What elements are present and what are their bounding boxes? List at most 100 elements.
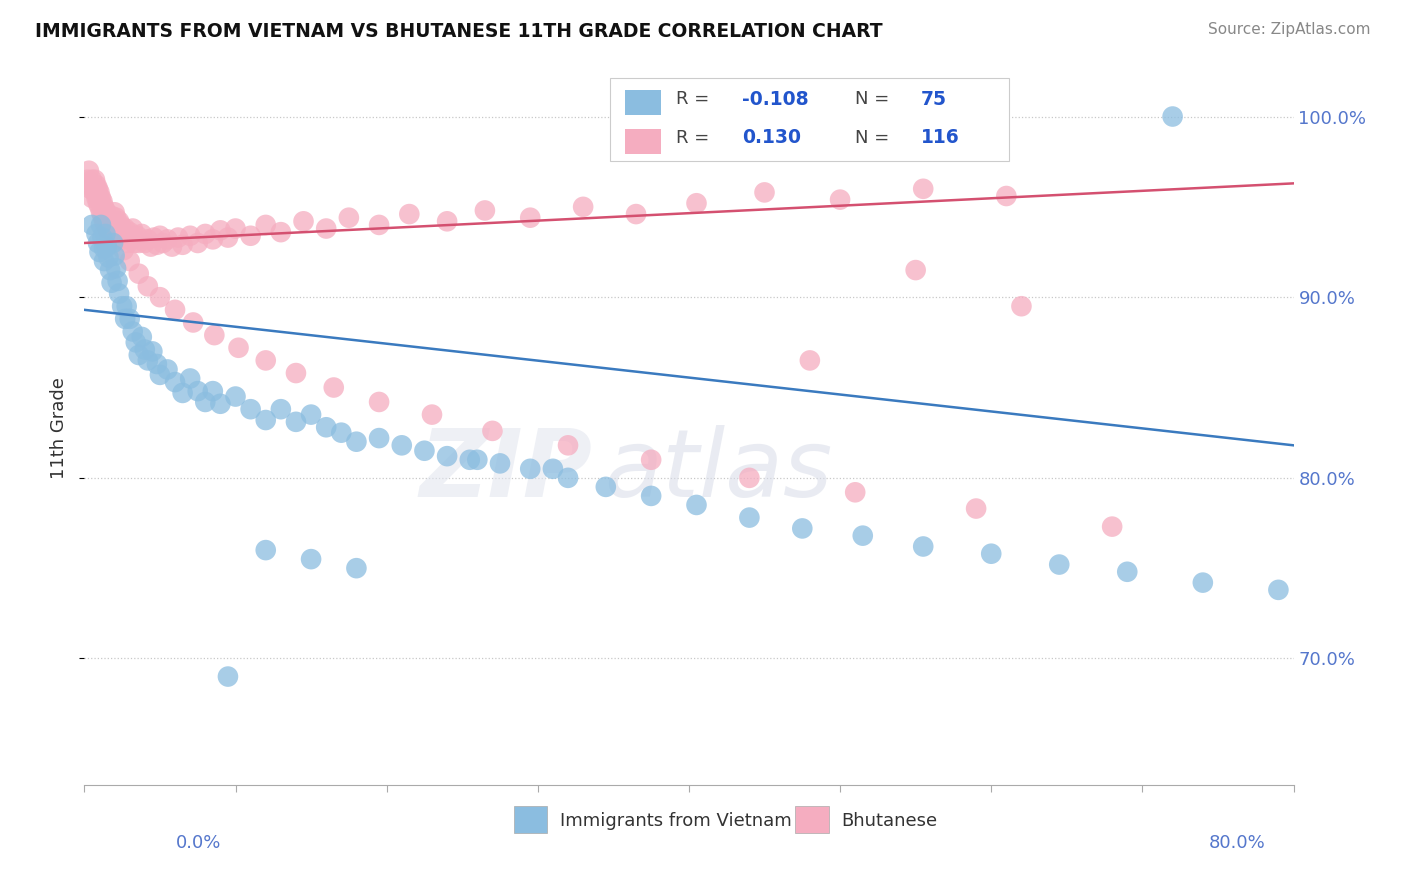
Point [228,341,250,355]
Point [270,402,292,417]
Point [97,212,120,227]
Point [330,425,353,440]
Point [292,214,315,228]
Point [136,279,159,293]
Point [830,193,852,207]
Point [368,395,391,409]
Text: 116: 116 [921,128,960,147]
Point [112,244,135,258]
Point [89,245,111,260]
Point [104,219,127,234]
Point [152,235,174,250]
Point [299,552,322,566]
Point [100,209,122,223]
Point [179,371,201,385]
Point [93,200,115,214]
Point [436,449,458,463]
Text: N =: N = [855,90,894,108]
Point [209,397,232,411]
Point [96,211,118,225]
Point [139,239,162,253]
Point [115,228,138,243]
Point [104,205,127,219]
Point [201,384,224,398]
Point [107,232,129,246]
Point [128,267,150,281]
Point [239,402,262,417]
Point [738,510,761,524]
Text: -0.108: -0.108 [742,89,808,109]
Point [225,221,247,235]
Point [413,443,436,458]
Point [128,348,150,362]
Point [557,471,579,485]
Bar [796,805,830,833]
Point [114,311,136,326]
Point [519,462,541,476]
Point [111,299,134,313]
Point [104,249,127,263]
Point [77,163,100,178]
Point [792,521,814,535]
Text: 80.0%: 80.0% [1209,834,1265,852]
Point [165,375,187,389]
Point [117,235,139,250]
Point [136,353,159,368]
Point [86,178,108,193]
Point [91,194,114,209]
Y-axis label: 11th Grade: 11th Grade [51,377,69,479]
Point [172,386,194,401]
Point [640,452,662,467]
Point [239,228,262,243]
Point [86,182,108,196]
Point [105,261,128,276]
Point [194,395,217,409]
Point [80,218,103,232]
Point [87,196,110,211]
Point [595,480,617,494]
Point [94,218,117,232]
Point [122,235,145,250]
Point [107,274,129,288]
Point [107,225,129,239]
Point [146,237,169,252]
Point [127,228,149,243]
Bar [513,805,547,833]
Point [94,227,117,241]
Point [118,311,141,326]
Point [101,214,124,228]
Point [89,186,111,200]
Point [120,232,142,246]
Point [1116,565,1139,579]
Point [94,203,117,218]
Point [118,225,141,239]
Point [87,182,110,196]
Point [156,362,179,376]
Point [111,225,134,239]
Point [91,209,114,223]
Point [80,191,103,205]
Point [121,325,143,339]
Point [91,200,114,214]
Point [100,223,122,237]
Point [1047,558,1070,572]
Point [76,173,98,187]
Point [86,227,108,241]
Point [474,203,496,218]
Point [1192,575,1215,590]
Point [108,286,131,301]
Point [90,191,112,205]
Point [685,196,707,211]
Point [146,357,169,371]
Point [904,263,927,277]
Point [187,235,209,250]
Point [467,452,489,467]
Point [912,182,935,196]
Text: Bhutanese: Bhutanese [841,812,938,830]
Text: R =: R = [676,128,714,146]
Point [181,316,204,330]
Point [995,189,1018,203]
Point [965,501,987,516]
Point [86,191,108,205]
Point [125,335,148,350]
